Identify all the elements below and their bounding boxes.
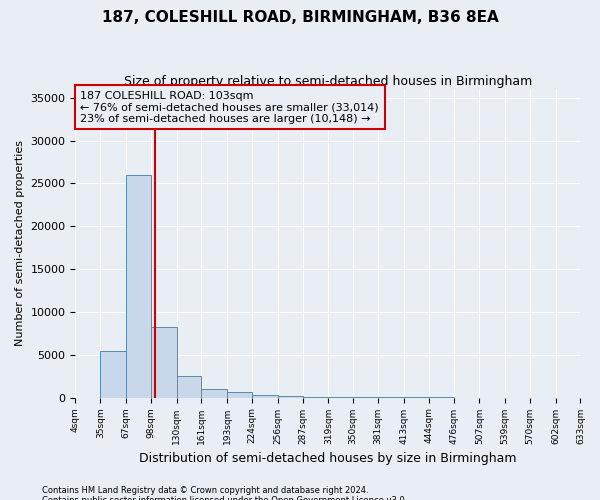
Bar [252,395,278,398]
Title: Size of property relative to semi-detached houses in Birmingham: Size of property relative to semi-detach… [124,75,532,88]
Text: Contains HM Land Registry data © Crown copyright and database right 2024.: Contains HM Land Registry data © Crown c… [42,486,368,495]
Bar [278,396,302,398]
X-axis label: Distribution of semi-detached houses by size in Birmingham: Distribution of semi-detached houses by … [139,452,517,465]
Bar [126,175,151,398]
Bar [227,392,252,398]
Bar [151,328,176,398]
Bar [176,376,202,398]
Text: Contains public sector information licensed under the Open Government Licence v3: Contains public sector information licen… [42,496,407,500]
Y-axis label: Number of semi-detached properties: Number of semi-detached properties [15,140,25,346]
Bar [302,397,328,398]
Bar [202,389,227,398]
Text: 187, COLESHILL ROAD, BIRMINGHAM, B36 8EA: 187, COLESHILL ROAD, BIRMINGHAM, B36 8EA [101,10,499,25]
Text: 187 COLESHILL ROAD: 103sqm
← 76% of semi-detached houses are smaller (33,014)
23: 187 COLESHILL ROAD: 103sqm ← 76% of semi… [80,90,379,124]
Bar [100,352,126,398]
